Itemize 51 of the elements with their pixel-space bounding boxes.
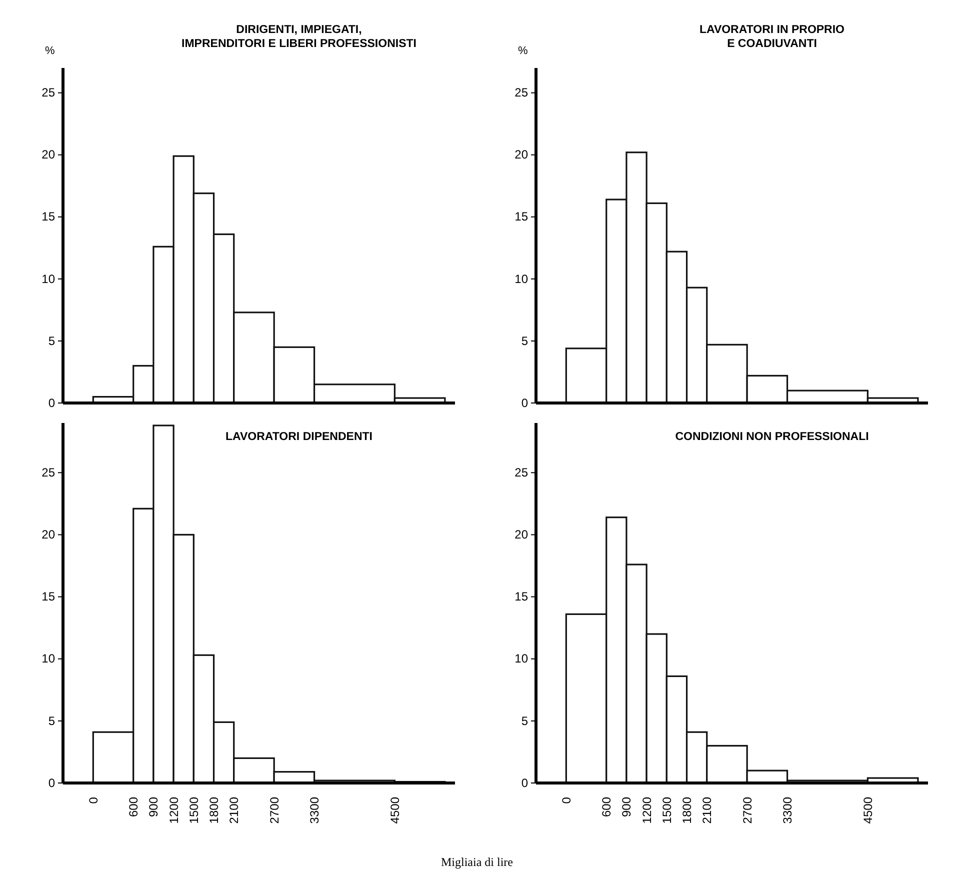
x-tick-label: 900 [146,796,161,818]
x-tick-label: 900 [620,796,634,818]
x-tick-label: 0 [559,796,574,804]
x-tick-label: 2700 [267,796,282,824]
y-tick-label: 5 [521,714,528,728]
y-axis-title: % [518,45,528,57]
x-tick-label: 2100 [700,796,714,824]
x-tick-label: 1500 [186,796,201,824]
x-tick-label: 1800 [680,796,694,824]
x-tick-label: 4500 [860,796,875,824]
y-tick-label: 5 [521,334,528,348]
text: CONDIZIONI NON PROFESSIONALI [675,431,869,443]
y-tick-label: 20 [514,148,528,162]
x-tick-label: 0 [86,796,100,804]
y-tick-label: 15 [514,210,528,224]
y-tick-label: 25 [42,465,56,480]
x-tick-label: 2700 [740,796,754,824]
x-tick-label: 600 [600,796,614,818]
x-axis-title: Migliaia di lire [441,855,513,869]
y-tick-label: 5 [48,334,56,348]
x-tick-label: 2100 [227,796,242,824]
y-tick-label: 10 [514,652,528,666]
x-tick-label: 4500 [388,796,402,824]
y-tick-label: 25 [514,465,528,480]
y-tick-label: 15 [514,590,528,604]
y-tick-label: 20 [514,528,528,542]
y-tick-label: 15 [42,590,56,604]
x-tick-label: 1500 [660,796,674,824]
y-axis-title: % [45,45,55,57]
y-tick-label: 0 [521,396,528,410]
y-tick-label: 15 [42,210,56,224]
y-tick-label: 0 [48,396,56,410]
chart-title: LAVORATORI IN PROPRIO E COADIUVANTI [699,24,845,50]
x-tick-label: 1200 [640,796,654,824]
y-tick-label: 0 [48,776,56,790]
y-tick-label: 20 [42,148,56,162]
y-tick-label: 10 [42,652,56,666]
chart-title: DIRIGENTI, IMPIEGATI, IMPRENDITORI E LIBERI PROFESSIONISTI [182,24,416,50]
x-tick-label: 1800 [206,796,221,824]
x-tick-label: 600 [126,796,141,818]
text: LAVORATORI DIPENDENTI [226,431,372,443]
y-tick-label: 10 [42,272,56,286]
x-tick-label: 1200 [166,796,181,824]
x-tick-label: 3300 [307,796,322,824]
y-tick-label: 25 [514,86,528,100]
y-tick-label: 10 [514,272,528,286]
y-tick-label: 20 [42,528,56,542]
y-tick-label: 25 [42,86,56,100]
y-tick-label: 0 [521,776,528,790]
x-tick-label: 3300 [780,796,794,824]
y-tick-label: 5 [48,714,56,728]
